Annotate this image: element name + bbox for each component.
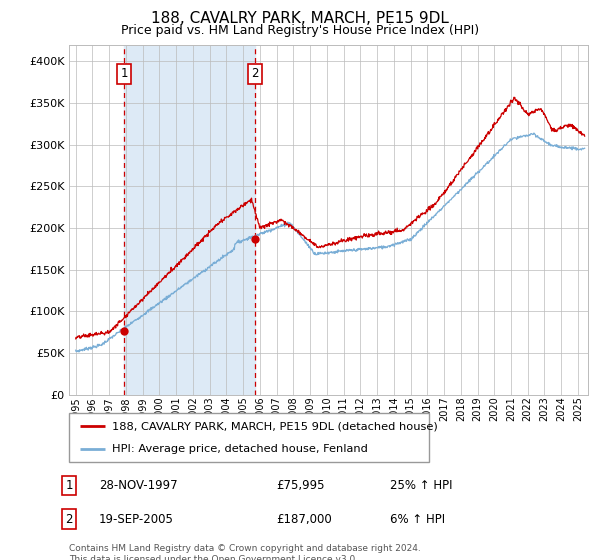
Text: £187,000: £187,000: [276, 512, 332, 526]
Text: 188, CAVALRY PARK, MARCH, PE15 9DL (detached house): 188, CAVALRY PARK, MARCH, PE15 9DL (deta…: [112, 421, 438, 431]
Bar: [124, 45, 255, 395]
Text: 2: 2: [65, 512, 73, 526]
Text: Price paid vs. HM Land Registry's House Price Index (HPI): Price paid vs. HM Land Registry's House …: [121, 24, 479, 36]
Text: 6% ↑ HPI: 6% ↑ HPI: [390, 512, 445, 526]
Text: 19-SEP-2005: 19-SEP-2005: [99, 512, 174, 526]
Text: 2: 2: [251, 67, 259, 81]
Text: 188, CAVALRY PARK, MARCH, PE15 9DL: 188, CAVALRY PARK, MARCH, PE15 9DL: [151, 11, 449, 26]
Text: 25% ↑ HPI: 25% ↑ HPI: [390, 479, 452, 492]
Text: 1: 1: [121, 67, 128, 81]
Text: £75,995: £75,995: [276, 479, 325, 492]
Text: 1: 1: [65, 479, 73, 492]
FancyBboxPatch shape: [69, 413, 429, 462]
Text: Contains HM Land Registry data © Crown copyright and database right 2024.
This d: Contains HM Land Registry data © Crown c…: [69, 544, 421, 560]
Text: 28-NOV-1997: 28-NOV-1997: [99, 479, 178, 492]
Text: HPI: Average price, detached house, Fenland: HPI: Average price, detached house, Fenl…: [112, 444, 368, 454]
